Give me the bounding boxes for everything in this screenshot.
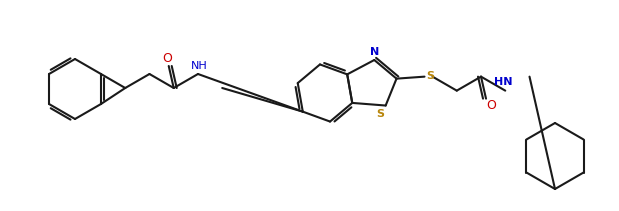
Text: S: S (376, 108, 384, 119)
Text: S: S (426, 71, 435, 81)
Text: N: N (370, 47, 379, 57)
Text: NH: NH (191, 61, 207, 71)
Text: O: O (486, 99, 496, 112)
Text: O: O (162, 51, 171, 65)
Text: HN: HN (494, 77, 513, 87)
